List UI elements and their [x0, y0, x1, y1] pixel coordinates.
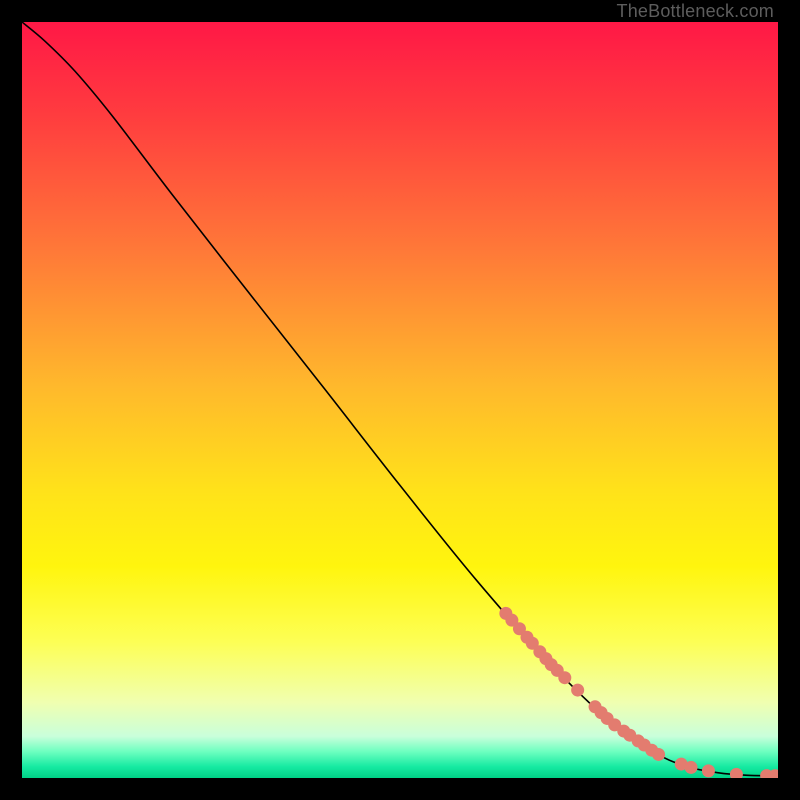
frame-border-left: [0, 0, 22, 800]
frame-border-right: [778, 0, 800, 800]
data-marker: [558, 671, 571, 684]
frame-border-bottom: [0, 778, 800, 800]
watermark-text: TheBottleneck.com: [617, 1, 774, 22]
chart-plot-area: [22, 22, 778, 778]
data-marker: [702, 764, 715, 777]
chart-background-gradient: [22, 22, 778, 778]
data-marker: [571, 684, 584, 697]
data-marker: [685, 761, 698, 774]
chart-svg: [22, 22, 778, 778]
data-marker: [652, 748, 665, 761]
